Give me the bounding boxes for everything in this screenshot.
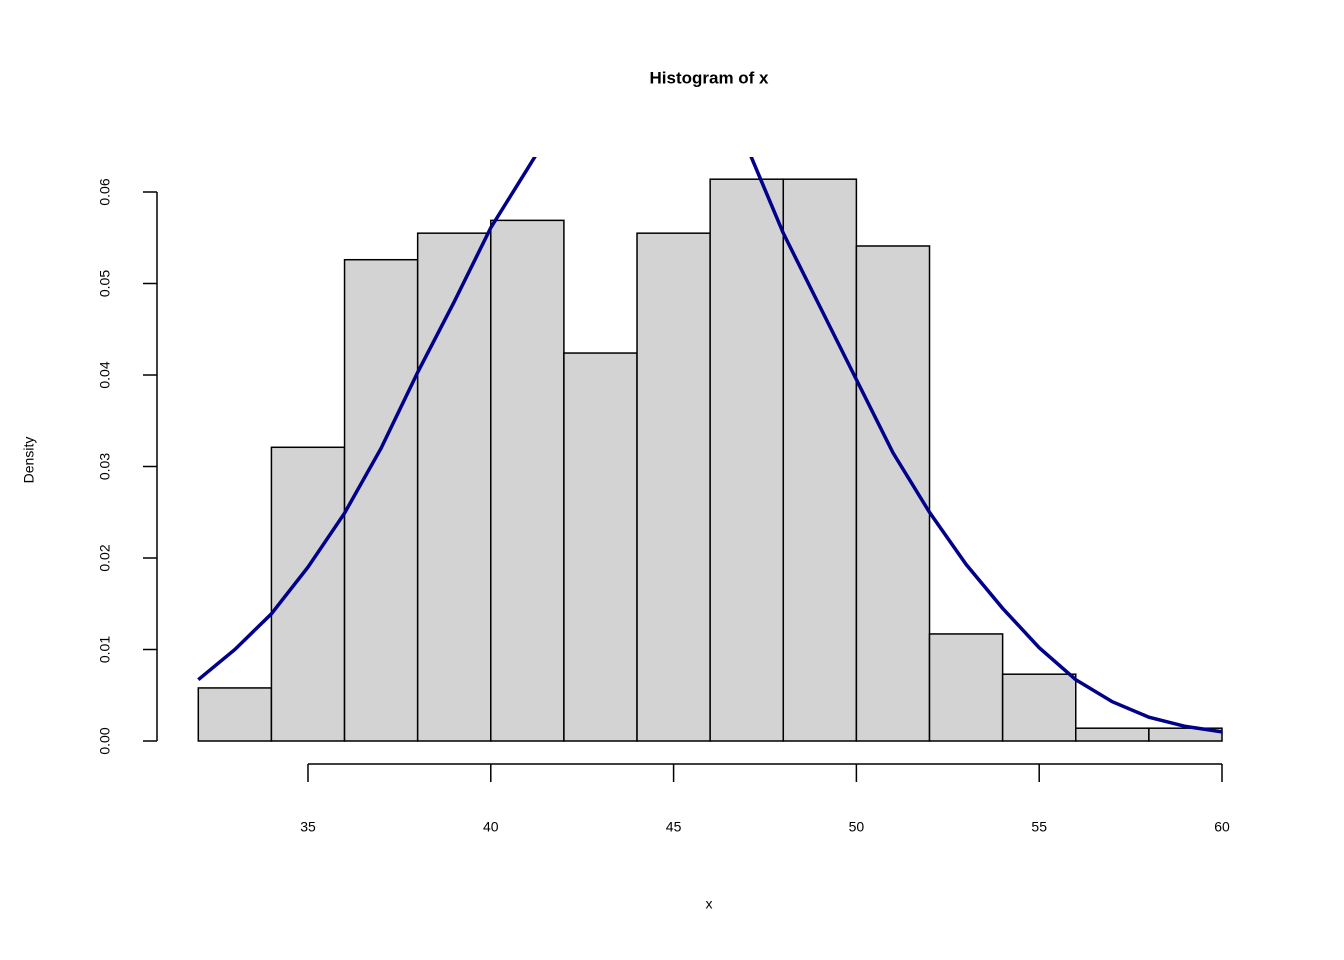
x-tick-label: 45: [666, 819, 682, 835]
x-tick-label: 55: [1031, 819, 1047, 835]
y-tick-label: 0.00: [97, 727, 113, 754]
y-tick-label: 0.04: [97, 361, 113, 388]
bar: [709, 178, 785, 742]
bar: [270, 446, 346, 742]
chart-title: Histogram of x: [649, 68, 769, 87]
x-tick-label: 50: [849, 819, 865, 835]
bar: [563, 352, 638, 742]
x-axis-label: x: [706, 896, 713, 912]
bar: [782, 178, 858, 742]
y-tick-label: 0.02: [97, 544, 113, 571]
y-tick-label: 0.01: [97, 636, 113, 663]
y-axis-label: Density: [21, 437, 37, 484]
bar: [1001, 673, 1077, 742]
x-tick-label: 40: [483, 819, 499, 835]
y-tick-label: 0.06: [97, 178, 113, 205]
bar: [1075, 727, 1150, 742]
bar: [197, 687, 273, 742]
bar: [343, 258, 419, 742]
y-tick-label: 0.05: [97, 270, 113, 297]
density-curve: [197, 157, 1223, 734]
x-tick-label: 60: [1214, 819, 1230, 835]
bar: [416, 232, 492, 742]
x-tick-label: 35: [300, 819, 316, 835]
y-tick-label: 0.03: [97, 453, 113, 480]
bar: [928, 633, 1004, 742]
bar: [1148, 727, 1223, 742]
bar: [490, 219, 565, 742]
bar: [636, 232, 711, 742]
